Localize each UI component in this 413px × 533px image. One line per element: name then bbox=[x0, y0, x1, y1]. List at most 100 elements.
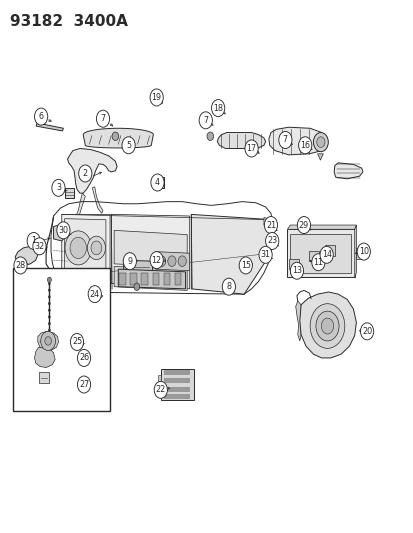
Text: 5: 5 bbox=[126, 141, 131, 150]
Circle shape bbox=[91, 241, 102, 255]
Circle shape bbox=[222, 278, 235, 295]
Text: 19: 19 bbox=[151, 93, 161, 102]
Polygon shape bbox=[141, 273, 147, 285]
Polygon shape bbox=[268, 127, 327, 155]
Circle shape bbox=[264, 216, 277, 233]
Polygon shape bbox=[163, 370, 190, 375]
Circle shape bbox=[167, 256, 176, 266]
Text: 13: 13 bbox=[291, 266, 301, 275]
Text: 21: 21 bbox=[265, 221, 275, 230]
Polygon shape bbox=[163, 387, 190, 392]
Polygon shape bbox=[119, 273, 126, 285]
Polygon shape bbox=[114, 230, 187, 268]
Polygon shape bbox=[160, 368, 193, 400]
Polygon shape bbox=[38, 372, 49, 383]
Circle shape bbox=[52, 179, 65, 196]
Polygon shape bbox=[15, 246, 38, 265]
Polygon shape bbox=[174, 273, 181, 285]
Circle shape bbox=[154, 381, 167, 398]
Text: 30: 30 bbox=[58, 226, 68, 235]
Polygon shape bbox=[34, 348, 55, 368]
Circle shape bbox=[77, 376, 90, 393]
Text: 93182  3400A: 93182 3400A bbox=[10, 14, 127, 29]
Text: 26: 26 bbox=[79, 353, 89, 362]
Circle shape bbox=[316, 137, 324, 148]
Polygon shape bbox=[38, 332, 58, 351]
Circle shape bbox=[34, 108, 47, 125]
Polygon shape bbox=[263, 217, 273, 227]
Circle shape bbox=[48, 288, 50, 292]
Polygon shape bbox=[287, 229, 354, 277]
Circle shape bbox=[57, 222, 70, 239]
Polygon shape bbox=[114, 266, 187, 290]
Text: 7: 7 bbox=[203, 116, 208, 125]
Polygon shape bbox=[299, 292, 356, 358]
Circle shape bbox=[150, 252, 163, 269]
Text: 28: 28 bbox=[15, 261, 26, 270]
Circle shape bbox=[244, 140, 258, 157]
Text: 9: 9 bbox=[127, 257, 132, 265]
Text: 8: 8 bbox=[226, 282, 231, 291]
Circle shape bbox=[47, 277, 51, 282]
Circle shape bbox=[48, 316, 50, 319]
Polygon shape bbox=[324, 245, 334, 256]
Text: 6: 6 bbox=[38, 112, 43, 121]
Circle shape bbox=[87, 236, 105, 260]
Circle shape bbox=[298, 137, 311, 154]
Polygon shape bbox=[67, 149, 117, 193]
Circle shape bbox=[178, 256, 186, 266]
Circle shape bbox=[70, 334, 83, 351]
Polygon shape bbox=[354, 225, 356, 277]
Text: 17: 17 bbox=[246, 144, 256, 153]
Circle shape bbox=[48, 302, 50, 305]
Circle shape bbox=[122, 137, 135, 154]
Text: 31: 31 bbox=[260, 251, 270, 260]
Polygon shape bbox=[288, 259, 298, 269]
Text: 25: 25 bbox=[72, 337, 82, 346]
Circle shape bbox=[157, 256, 165, 266]
Polygon shape bbox=[317, 154, 323, 160]
Text: 32: 32 bbox=[34, 242, 45, 251]
Circle shape bbox=[48, 309, 50, 312]
Circle shape bbox=[150, 89, 163, 106]
Circle shape bbox=[134, 283, 140, 290]
Circle shape bbox=[33, 238, 46, 255]
Text: 29: 29 bbox=[298, 221, 309, 230]
Text: 14: 14 bbox=[321, 251, 331, 260]
Circle shape bbox=[123, 253, 136, 270]
Text: 27: 27 bbox=[79, 380, 89, 389]
Polygon shape bbox=[130, 273, 137, 285]
Polygon shape bbox=[53, 225, 66, 241]
Text: 3: 3 bbox=[56, 183, 61, 192]
Text: 1: 1 bbox=[31, 237, 36, 246]
Text: 10: 10 bbox=[358, 247, 368, 256]
Circle shape bbox=[315, 311, 338, 341]
Circle shape bbox=[320, 318, 333, 334]
Circle shape bbox=[70, 237, 86, 259]
Text: 11: 11 bbox=[313, 258, 323, 266]
Circle shape bbox=[278, 132, 291, 149]
Circle shape bbox=[206, 132, 213, 141]
Polygon shape bbox=[295, 301, 300, 341]
Text: 2: 2 bbox=[83, 169, 88, 178]
Polygon shape bbox=[154, 177, 163, 188]
Text: 18: 18 bbox=[213, 103, 223, 112]
Circle shape bbox=[48, 329, 50, 332]
Text: 4: 4 bbox=[154, 178, 159, 187]
Polygon shape bbox=[163, 394, 190, 399]
Polygon shape bbox=[152, 273, 159, 285]
Circle shape bbox=[48, 295, 50, 298]
Polygon shape bbox=[163, 273, 170, 285]
Circle shape bbox=[313, 133, 328, 152]
Circle shape bbox=[297, 216, 310, 233]
Polygon shape bbox=[163, 378, 190, 383]
Circle shape bbox=[319, 246, 332, 263]
Circle shape bbox=[27, 232, 40, 249]
Polygon shape bbox=[62, 214, 110, 284]
Text: 16: 16 bbox=[299, 141, 309, 150]
Polygon shape bbox=[290, 233, 351, 273]
Circle shape bbox=[265, 232, 278, 249]
Polygon shape bbox=[111, 214, 189, 289]
Text: 24: 24 bbox=[90, 289, 100, 298]
Polygon shape bbox=[76, 193, 85, 219]
